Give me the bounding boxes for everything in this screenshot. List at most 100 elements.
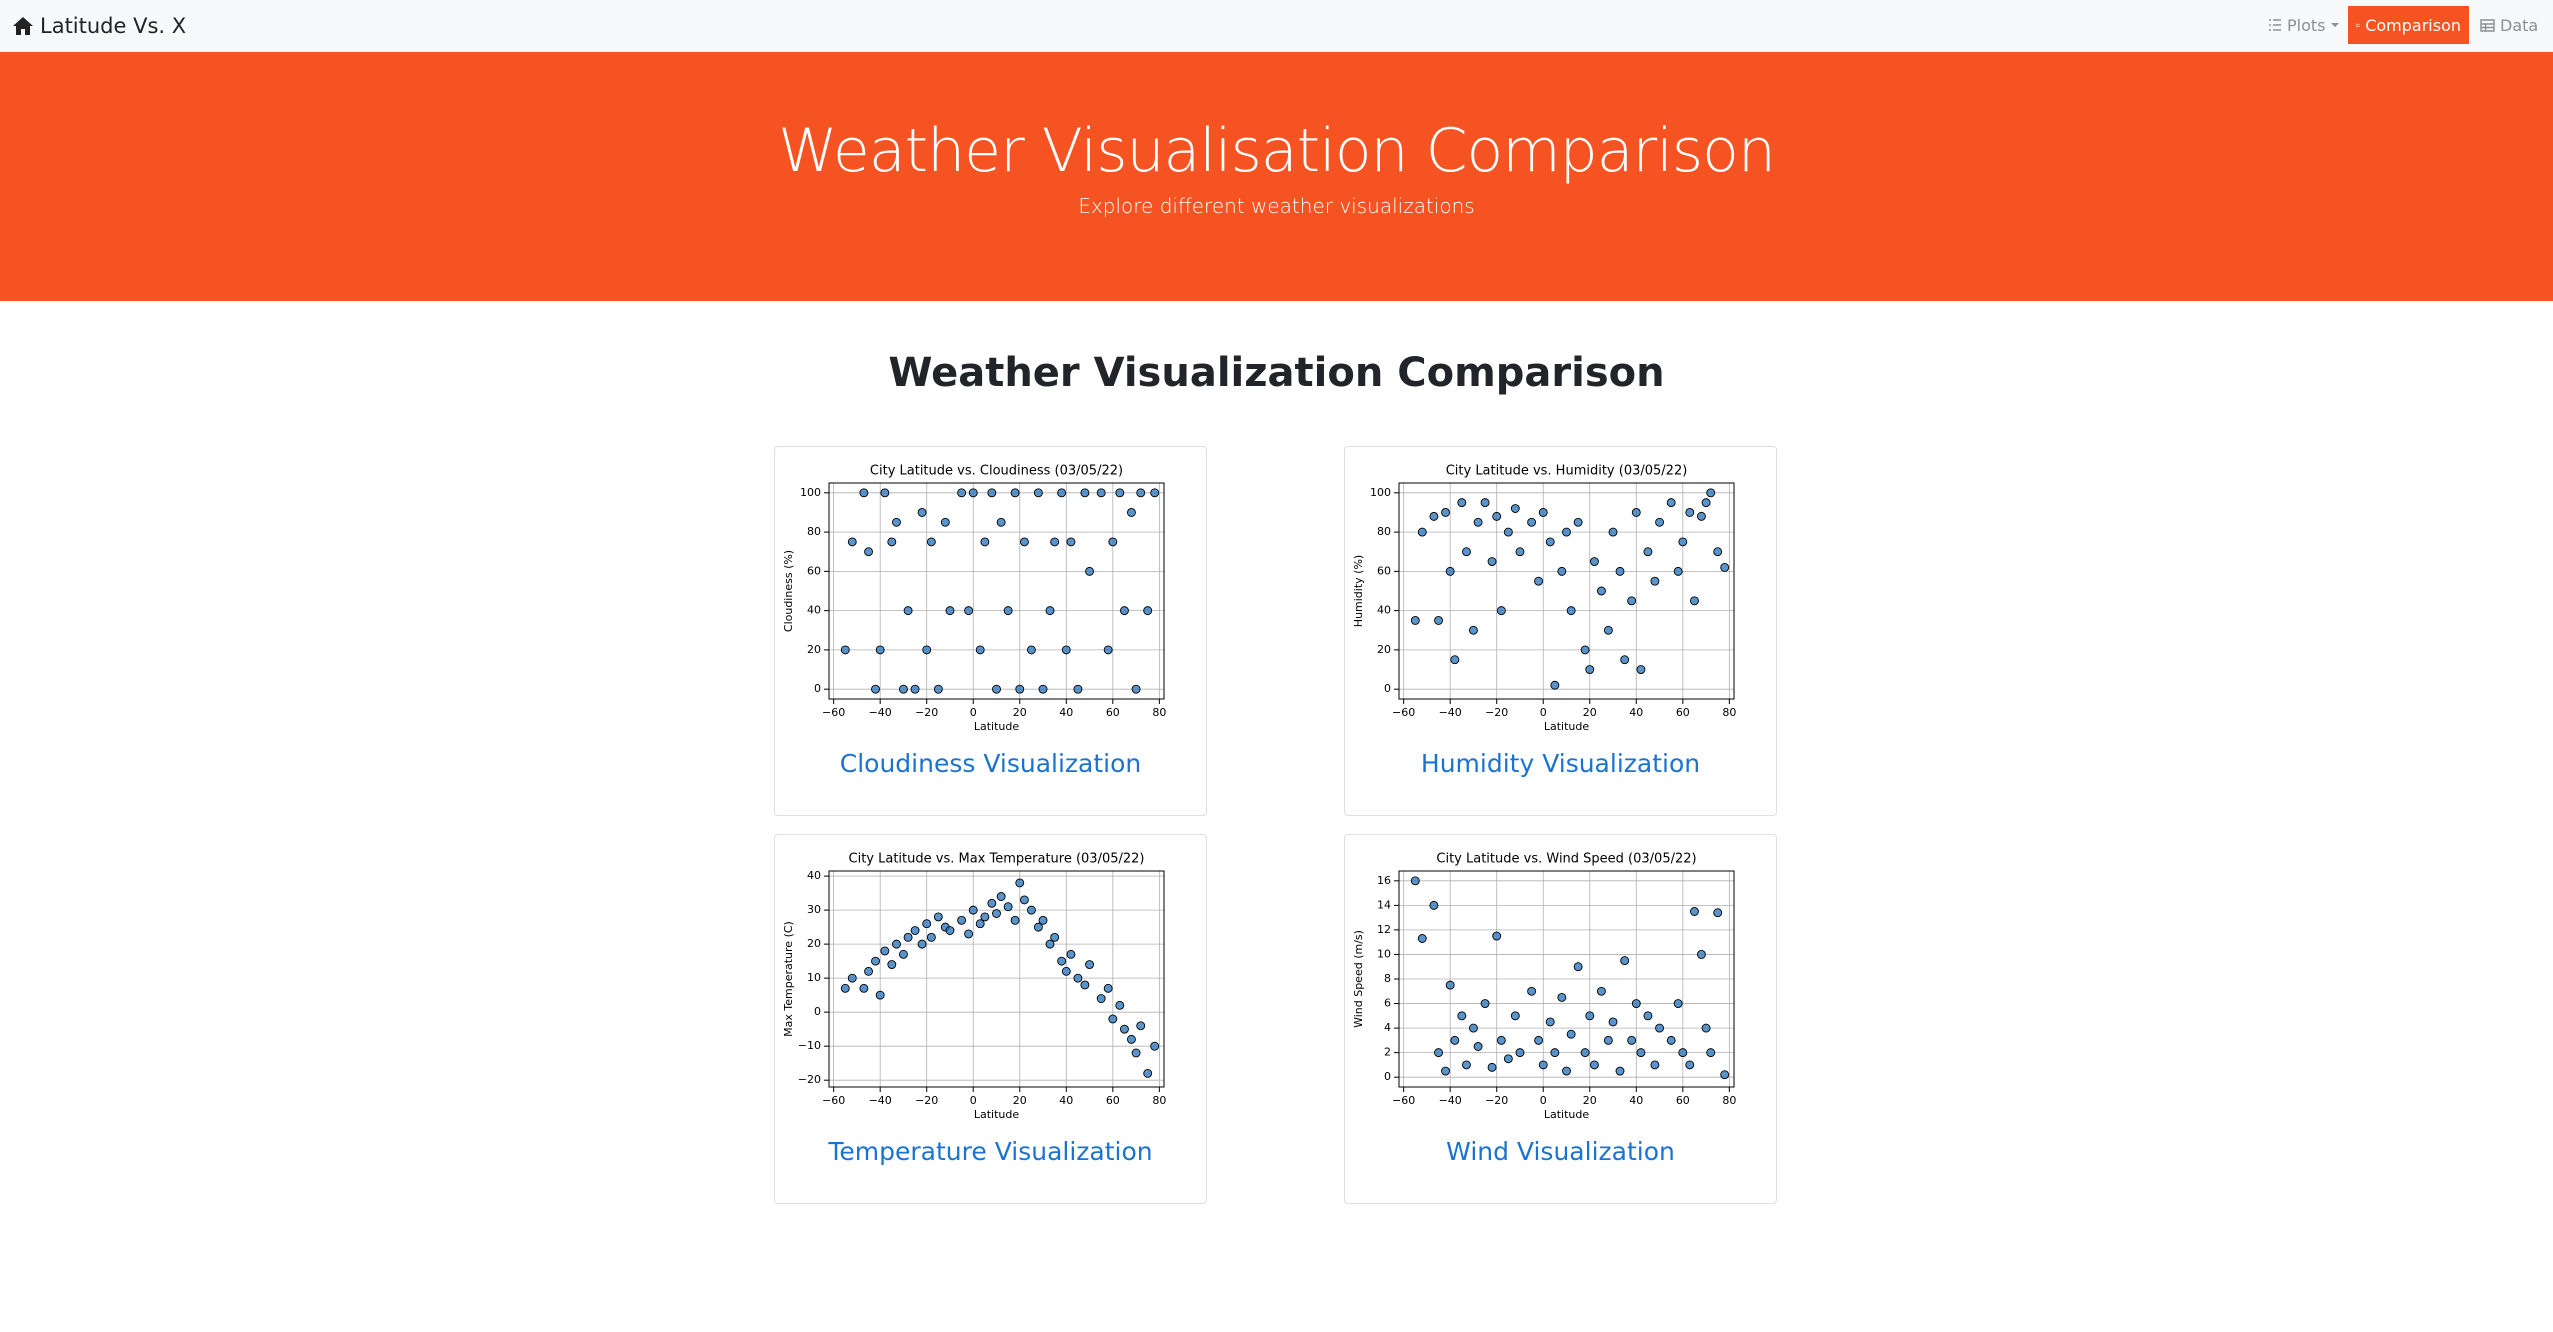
point: [926, 932, 936, 942]
x-axis-label: Latitude: [974, 1108, 1020, 1121]
point: [1487, 557, 1497, 566]
x-tick-label: −40: [869, 1094, 892, 1107]
point: [964, 929, 974, 939]
point: [1496, 1035, 1506, 1045]
point: [1085, 960, 1095, 969]
x-tick-label: 40: [1629, 706, 1643, 719]
point: [1503, 1054, 1513, 1064]
point: [1108, 1014, 1118, 1024]
x-axis-label: Latitude: [974, 720, 1020, 733]
point: [1720, 562, 1730, 572]
y-tick-label: 4: [1384, 1021, 1391, 1034]
card-link[interactable]: Cloudiness Visualization: [839, 749, 1142, 778]
point: [1096, 488, 1106, 498]
chart: City Latitude vs. Max Temperature (03/05…: [782, 852, 1166, 1122]
point: [1608, 1017, 1618, 1027]
point: [1417, 527, 1427, 537]
point: [1534, 576, 1544, 586]
card-link[interactable]: Humidity Visualization: [1420, 749, 1701, 778]
point: [1026, 645, 1036, 655]
point: [1527, 517, 1537, 527]
comparison-link[interactable]: Comparison: [2348, 6, 2469, 44]
point: [1510, 504, 1520, 513]
point: [1050, 537, 1060, 547]
point: [996, 517, 1006, 527]
y-tick-label: 2: [1384, 1046, 1391, 1059]
data-link[interactable]: Data: [2472, 6, 2546, 44]
plots-dropdown[interactable]: Plots: [2260, 6, 2347, 44]
y-tick-label: 30: [807, 903, 821, 916]
point: [1713, 547, 1723, 557]
point: [1627, 1035, 1637, 1045]
point: [945, 606, 955, 616]
card-link[interactable]: Wind Visualization: [1446, 1137, 1675, 1166]
point: [1131, 684, 1141, 694]
point: [1562, 527, 1571, 537]
point: [1701, 498, 1711, 508]
x-tick-label: 0: [1540, 1094, 1547, 1107]
y-tick-label: 14: [1377, 898, 1391, 911]
point: [1585, 1011, 1595, 1021]
point: [1557, 566, 1567, 576]
x-tick-label: 60: [1676, 706, 1690, 719]
point: [859, 488, 869, 498]
x-axis-label: Latitude: [1544, 1108, 1590, 1121]
card-link[interactable]: Temperature Visualization: [828, 1137, 1153, 1166]
point: [1468, 625, 1478, 635]
point: [1492, 511, 1502, 521]
point: [968, 905, 978, 915]
hero-title: Weather Visualisation Comparison: [778, 116, 1776, 186]
point: [1480, 498, 1490, 508]
x-tick-label: 80: [1152, 706, 1166, 719]
point: [1015, 684, 1025, 694]
card-grid: City Latitude vs. Cloudiness (03/05/22) −…: [774, 446, 1777, 1204]
list-icon: [2269, 19, 2281, 31]
y-tick-label: 60: [807, 564, 821, 577]
navbar: Latitude Vs. X Plots Comparison Data: [0, 0, 2553, 52]
point: [1131, 1048, 1141, 1058]
chart-title: City Latitude vs. Humidity (03/05/22): [1446, 464, 1688, 479]
point: [1515, 1048, 1525, 1058]
y-tick-label: 100: [1370, 486, 1391, 499]
y-tick-label: 40: [1377, 604, 1391, 617]
y-axis-label: Wind Speed (m/s): [1352, 930, 1365, 1028]
point: [1103, 983, 1113, 993]
point: [840, 645, 850, 655]
point: [1010, 915, 1020, 925]
point: [1080, 488, 1090, 498]
brand[interactable]: Latitude Vs. X: [12, 0, 186, 52]
point: [1115, 488, 1125, 498]
point: [1038, 684, 1048, 694]
point: [840, 983, 850, 993]
point: [1596, 586, 1606, 596]
point: [892, 939, 901, 949]
point: [1706, 488, 1716, 498]
y-tick-label: 6: [1384, 997, 1391, 1010]
home-icon: [13, 17, 33, 35]
point: [1410, 876, 1420, 886]
point: [1073, 684, 1083, 694]
point: [1033, 922, 1043, 932]
point: [1126, 1034, 1136, 1044]
point: [1457, 498, 1467, 508]
point: [1545, 537, 1555, 547]
point: [1589, 1060, 1599, 1070]
point: [880, 946, 890, 956]
y-tick-label: 0: [814, 682, 821, 695]
y-tick-label: 80: [807, 525, 821, 538]
point: [987, 488, 997, 498]
x-tick-label: 80: [1722, 1094, 1736, 1107]
x-tick-label: 60: [1106, 1094, 1120, 1107]
point: [1434, 616, 1443, 625]
point: [1631, 999, 1641, 1008]
point: [1429, 511, 1439, 521]
point: [957, 488, 967, 498]
point: [871, 956, 880, 966]
point: [940, 517, 950, 527]
x-tick-label: 0: [1540, 706, 1547, 719]
x-tick-label: −40: [869, 706, 892, 719]
point: [1015, 878, 1025, 888]
point: [1690, 907, 1699, 916]
point: [887, 960, 897, 969]
point: [864, 547, 873, 557]
